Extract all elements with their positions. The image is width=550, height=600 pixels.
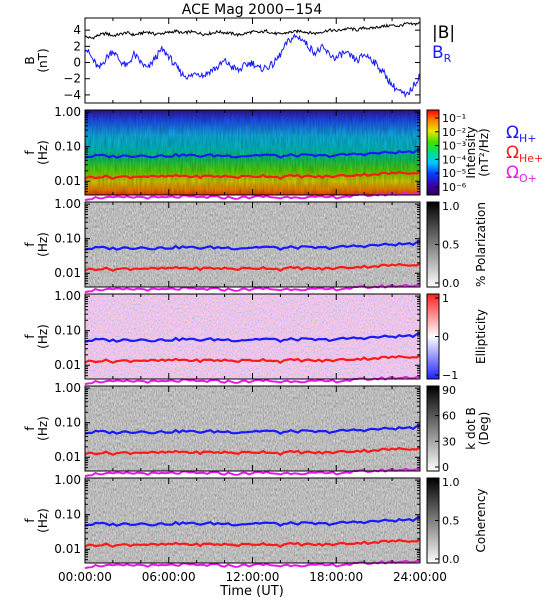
y-axis-label-panel-5: f(Hz) xyxy=(23,508,50,533)
overlay-h-plus-panel-4 xyxy=(84,424,421,435)
y-axis-label-panel-4: f(Hz) xyxy=(23,416,50,441)
y-tick-label: 1.00 xyxy=(54,381,81,395)
overlay-h-plus-panel-1 xyxy=(84,148,421,159)
y-tick-label: 1.00 xyxy=(54,197,81,211)
colorbar-tick-label: 30 xyxy=(442,435,456,448)
colorbar-label-panel-3: Ellipticity xyxy=(474,309,488,364)
colorbar-tick-label: 0.5 xyxy=(442,515,460,528)
series-line-b-radial xyxy=(84,33,421,99)
spectrogram-ellipticity xyxy=(85,294,420,379)
colorbar-label-panel-1: Intensity(nT²/Hz) xyxy=(464,126,491,178)
x-tick-label: 06:00:00 xyxy=(142,570,196,584)
x-tick-label: 00:00:00 xyxy=(58,570,112,584)
x-tick-label: 12:00:00 xyxy=(226,570,280,584)
colorbar-tick-label: 1.0 xyxy=(442,476,460,489)
colorbar-tick-label: 10⁻² xyxy=(442,126,466,139)
y-tick-label: 2 xyxy=(73,39,81,53)
colorbar-tick-label: −1 xyxy=(442,369,458,382)
spectrogram-intensity-texture xyxy=(85,110,420,195)
series-line-b-magnitude xyxy=(84,21,421,40)
y-tick-label: 1.00 xyxy=(54,289,81,303)
y-tick-label: 1.00 xyxy=(54,473,81,487)
legend-omega-he-plus: ΩHe+ xyxy=(506,143,543,165)
colorbar-label-panel-4: k dot B(Deg) xyxy=(464,407,491,449)
overlay-h-plus-panel-3 xyxy=(84,332,421,343)
y-tick-label: 0.01 xyxy=(54,266,81,280)
colorbar-tick-label: 10⁻⁶ xyxy=(442,181,467,194)
x-tick-label: 18:00:00 xyxy=(309,570,363,584)
colorbar-tick-label: 1 xyxy=(442,292,449,305)
overlay-h-plus-panel-5 xyxy=(84,516,421,527)
overlay-he-plus-panel-2 xyxy=(84,262,421,272)
overlay-he-plus-panel-4 xyxy=(84,446,421,456)
colorbar-tick-label: 0.0 xyxy=(442,277,460,290)
legend-b-magnitude: |B| xyxy=(432,23,455,43)
colorbar-tick-label: 10⁻¹ xyxy=(442,112,466,125)
y-tick-label: 0.01 xyxy=(54,174,81,188)
colorbar-panel-4 xyxy=(426,385,440,472)
spectrogram-panel-2 xyxy=(85,202,420,287)
spectrogram-panel-5 xyxy=(85,478,420,563)
overlay-h-plus-panel-2 xyxy=(84,240,421,251)
overlay-he-plus-panel-1 xyxy=(84,170,421,180)
y-tick-label: 1.00 xyxy=(54,105,81,119)
colorbar-tick-label: 10⁻³ xyxy=(442,140,466,153)
y-tick-label: −4 xyxy=(63,88,81,102)
colorbar-label-panel-2: % Polarization xyxy=(474,202,488,287)
y-tick-label: 0.01 xyxy=(54,450,81,464)
colorbar-tick-label: 90 xyxy=(442,384,456,397)
colorbar-panel-1 xyxy=(426,109,440,196)
legend-omega-o-plus: ΩO+ xyxy=(506,163,537,185)
legend-b-radial: BR xyxy=(432,43,452,65)
spectrogram-panel-4 xyxy=(85,386,420,471)
colorbar-tick-label: 60 xyxy=(442,410,456,423)
colorbar-tick-label: 0.0 xyxy=(442,553,460,566)
y-tick-label: 0.10 xyxy=(54,140,81,154)
y-axis-label-panel-1: f(Hz) xyxy=(23,140,50,165)
colorbar-tick-label: 10⁻⁴ xyxy=(442,153,467,166)
colorbar-label-panel-5: Coherency xyxy=(474,488,488,552)
y-tick-label: 0.10 xyxy=(54,508,81,522)
y-tick-label: 0.10 xyxy=(54,232,81,246)
legend-omega-h-plus: ΩH+ xyxy=(506,123,537,145)
y-axis-label-panel-2: f(Hz) xyxy=(23,232,50,257)
x-axis-label: Time (UT) xyxy=(219,584,284,599)
y-tick-label: 0.01 xyxy=(54,542,81,556)
figure-title: ACE Mag 2000−154 xyxy=(182,2,323,18)
y-axis-label-panel-3: f(Hz) xyxy=(23,324,50,349)
overlay-he-plus-panel-5 xyxy=(84,538,421,548)
y-tick-label: 0.01 xyxy=(54,358,81,372)
y-tick-label: 0.10 xyxy=(54,324,81,338)
overlay-he-plus-panel-3 xyxy=(84,354,421,364)
y-tick-label: 0 xyxy=(73,56,81,70)
y-tick-label: 0.10 xyxy=(54,416,81,430)
y-axis-label-panel-0: B(nT) xyxy=(23,48,50,72)
x-tick-label: 24:00:00 xyxy=(393,570,447,584)
colorbar-tick-label: 0 xyxy=(442,331,449,344)
colorbar-tick-label: 10⁻⁵ xyxy=(442,167,466,180)
colorbar-tick-label: 0.5 xyxy=(442,239,460,252)
colorbar-tick-label: 0 xyxy=(442,461,449,474)
y-tick-label: 4 xyxy=(73,23,81,37)
colorbar-tick-label: 1.0 xyxy=(442,200,460,213)
y-tick-label: −2 xyxy=(63,72,81,86)
